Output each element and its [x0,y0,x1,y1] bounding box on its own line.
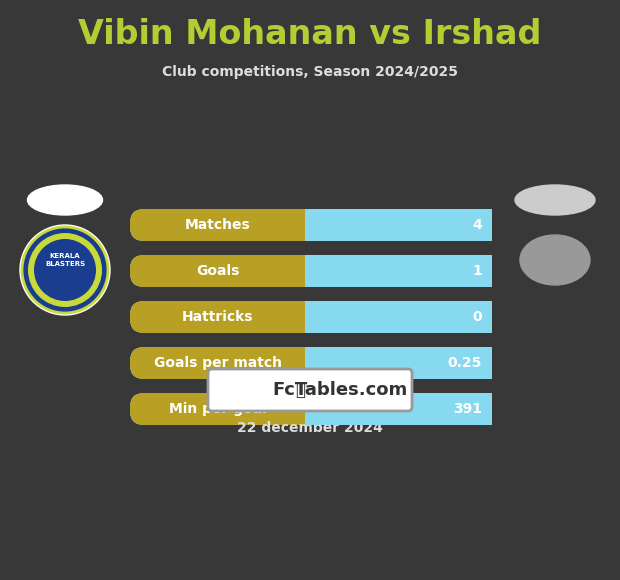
Text: ⯈: ⯈ [295,381,305,399]
FancyBboxPatch shape [130,393,492,425]
Bar [305,255,492,287]
FancyBboxPatch shape [305,393,492,425]
Text: 0.25: 0.25 [448,356,482,370]
Bar [305,209,492,241]
FancyBboxPatch shape [305,301,492,333]
Text: Vibin Mohanan vs Irshad: Vibin Mohanan vs Irshad [78,19,542,52]
Circle shape [34,239,96,301]
Text: Club competitions, Season 2024/2025: Club competitions, Season 2024/2025 [162,65,458,79]
Text: Min per goal: Min per goal [169,402,267,416]
Text: 4: 4 [472,218,482,232]
Bar [305,301,492,333]
Bar [305,393,492,425]
Text: Goals per match: Goals per match [154,356,281,370]
FancyBboxPatch shape [130,347,492,379]
Ellipse shape [520,235,590,285]
Ellipse shape [27,185,102,215]
Text: Matches: Matches [185,218,250,232]
FancyBboxPatch shape [130,347,492,379]
FancyBboxPatch shape [305,255,492,287]
FancyBboxPatch shape [130,393,492,425]
FancyBboxPatch shape [305,209,492,241]
FancyBboxPatch shape [130,209,492,241]
FancyBboxPatch shape [130,209,492,241]
Text: BLASTERS: BLASTERS [45,261,85,267]
Text: FcTables.com: FcTables.com [272,381,407,399]
Text: 0: 0 [472,310,482,324]
Text: Hattricks: Hattricks [182,310,253,324]
Text: 22 december 2024: 22 december 2024 [237,421,383,435]
Text: KERALA: KERALA [50,253,81,259]
FancyBboxPatch shape [130,255,492,287]
Text: Goals: Goals [196,264,239,278]
Circle shape [20,225,110,315]
Text: 391: 391 [453,402,482,416]
Circle shape [22,227,108,313]
FancyBboxPatch shape [305,347,492,379]
Ellipse shape [515,185,595,215]
FancyBboxPatch shape [130,255,492,287]
Circle shape [28,233,102,307]
FancyBboxPatch shape [130,301,492,333]
Text: 1: 1 [472,264,482,278]
FancyBboxPatch shape [130,301,492,333]
FancyBboxPatch shape [208,369,412,411]
Bar [305,347,492,379]
